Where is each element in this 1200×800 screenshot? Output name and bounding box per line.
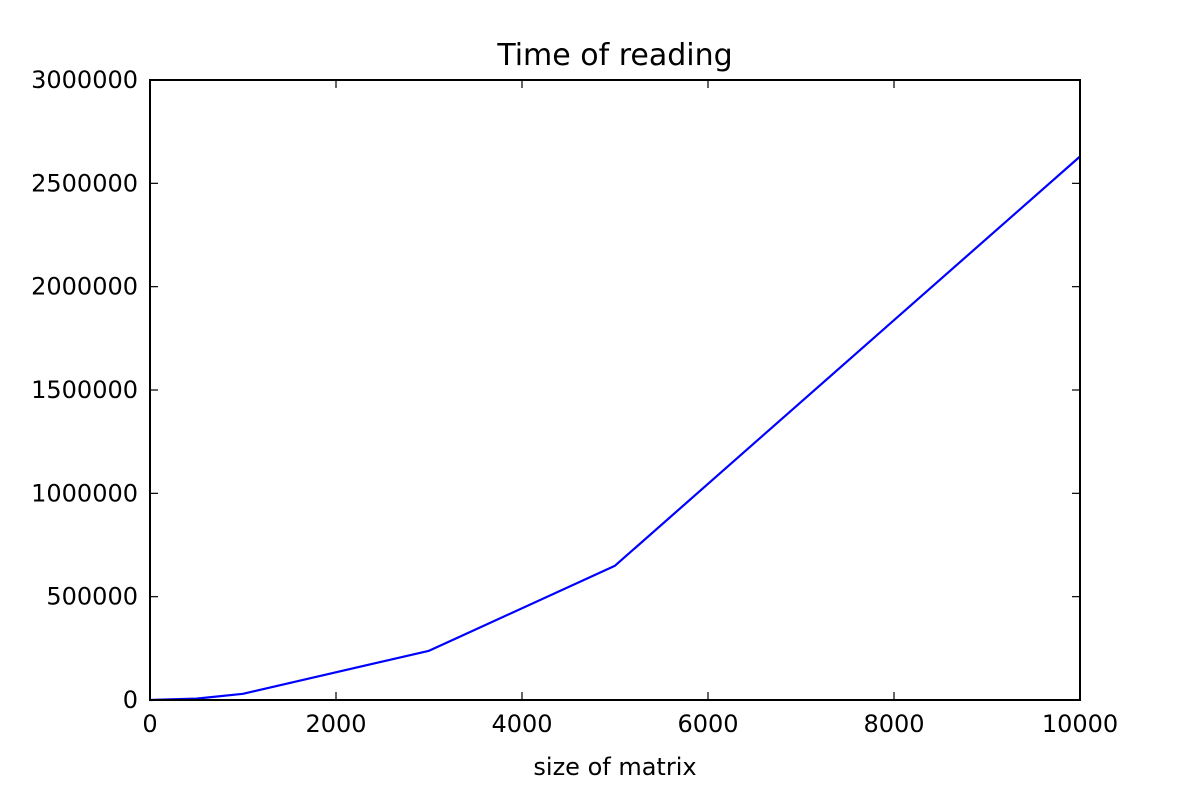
chart-title: Time of reading — [496, 38, 732, 73]
x-tick-label: 10000 — [1042, 710, 1118, 738]
x-tick-label: 2000 — [305, 710, 366, 738]
y-ticks: 0 500000 1000000 1500000 2000000 2500000 30000… — [31, 66, 1080, 714]
y-tick-label: 1000000 — [31, 479, 138, 507]
y-tick-label: 2500000 — [31, 169, 138, 197]
series-line-0 — [149, 155, 1081, 702]
x-tick-label: 4000 — [491, 710, 552, 738]
y-tick-label: 1500000 — [31, 376, 138, 404]
x-axis-label: size of matrix — [533, 753, 696, 781]
x-ticks: 0 2000 4000 6000 8000 10000 — [142, 80, 1118, 738]
x-tick-label: 6000 — [677, 710, 738, 738]
x-tick-label: 0 — [142, 710, 157, 738]
y-tick-label: 500000 — [46, 583, 138, 611]
plot-area — [149, 155, 1081, 702]
x-tick-label: 8000 — [863, 710, 924, 738]
y-tick-label: 3000000 — [31, 66, 138, 94]
y-tick-label: 2000000 — [31, 273, 138, 301]
plot-frame — [149, 79, 1081, 701]
y-tick-label: 0 — [123, 686, 138, 714]
